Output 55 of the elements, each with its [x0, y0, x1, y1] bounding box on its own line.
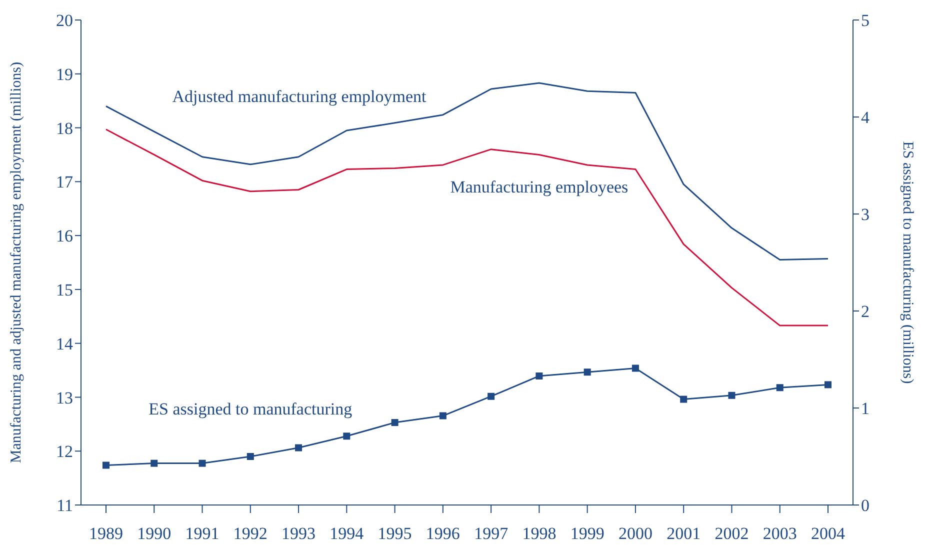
y-tick-label: 14: [56, 334, 74, 354]
x-tick-label: 1997: [474, 524, 509, 544]
x-tick-label: 1998: [522, 524, 556, 544]
y-tick-label: 16: [56, 226, 73, 246]
point: [488, 392, 495, 400]
line-series: [105, 82, 829, 261]
x-tick-label: 2000: [618, 524, 652, 544]
point: [150, 460, 158, 467]
y2-tick-label: 1: [861, 399, 870, 418]
x-tick-label: 1996: [426, 524, 460, 544]
point: [776, 384, 784, 392]
point: [391, 419, 398, 426]
y-axis-title: Manufacturing and adjusted manufacturing employment (millions): [8, 62, 24, 464]
y-tick-label: 18: [56, 118, 73, 138]
x-tick-label: 2003: [762, 524, 797, 544]
point: [246, 453, 254, 460]
y2-axis-title: ES assigned to manufacturing (millions): [900, 141, 916, 384]
x-tick-label: 1991: [185, 524, 220, 544]
point: [343, 432, 350, 440]
y2-tick-label: 2: [861, 302, 870, 322]
x-tick-label: 2002: [714, 524, 749, 544]
point: [632, 364, 639, 372]
point: [295, 444, 302, 452]
point: [198, 460, 206, 467]
series-label: Adjusted manufacturing employment: [172, 86, 427, 106]
x-tick-label: 1992: [233, 524, 268, 544]
line-series: [105, 128, 829, 326]
y2-tick-label: 3: [861, 205, 870, 224]
point: [102, 462, 110, 469]
point: [824, 381, 832, 388]
x-tick-label: 1989: [89, 524, 123, 544]
series-label: ES assigned to manufacturing: [148, 400, 353, 418]
x-tick-label: 1993: [282, 524, 316, 544]
y-tick-label: 19: [56, 64, 73, 84]
point: [584, 368, 591, 376]
x-tick-label: 2004: [811, 524, 846, 544]
y-tick-label: 11: [56, 496, 73, 516]
y-tick-label: 15: [56, 280, 73, 300]
y-tick-label: 12: [56, 442, 73, 462]
x-tick-label: 2001: [666, 524, 701, 544]
point: [728, 392, 736, 399]
x-tick-label: 1999: [570, 524, 604, 544]
y2-tick-label: 5: [861, 11, 870, 30]
y-tick-label: 13: [56, 388, 73, 408]
y2-tick-label: 0: [861, 496, 870, 516]
x-tick-label: 1990: [137, 524, 172, 544]
y-tick-label: 17: [56, 172, 74, 192]
point: [680, 396, 688, 403]
y2-tick-label: 4: [861, 108, 870, 128]
y-tick-label: 20: [56, 11, 73, 30]
point: [536, 372, 543, 380]
series-label: Manufacturing employees: [450, 178, 628, 197]
point: [439, 412, 446, 420]
x-tick-label: 1995: [378, 524, 412, 544]
x-tick-label: 1994: [330, 524, 364, 544]
